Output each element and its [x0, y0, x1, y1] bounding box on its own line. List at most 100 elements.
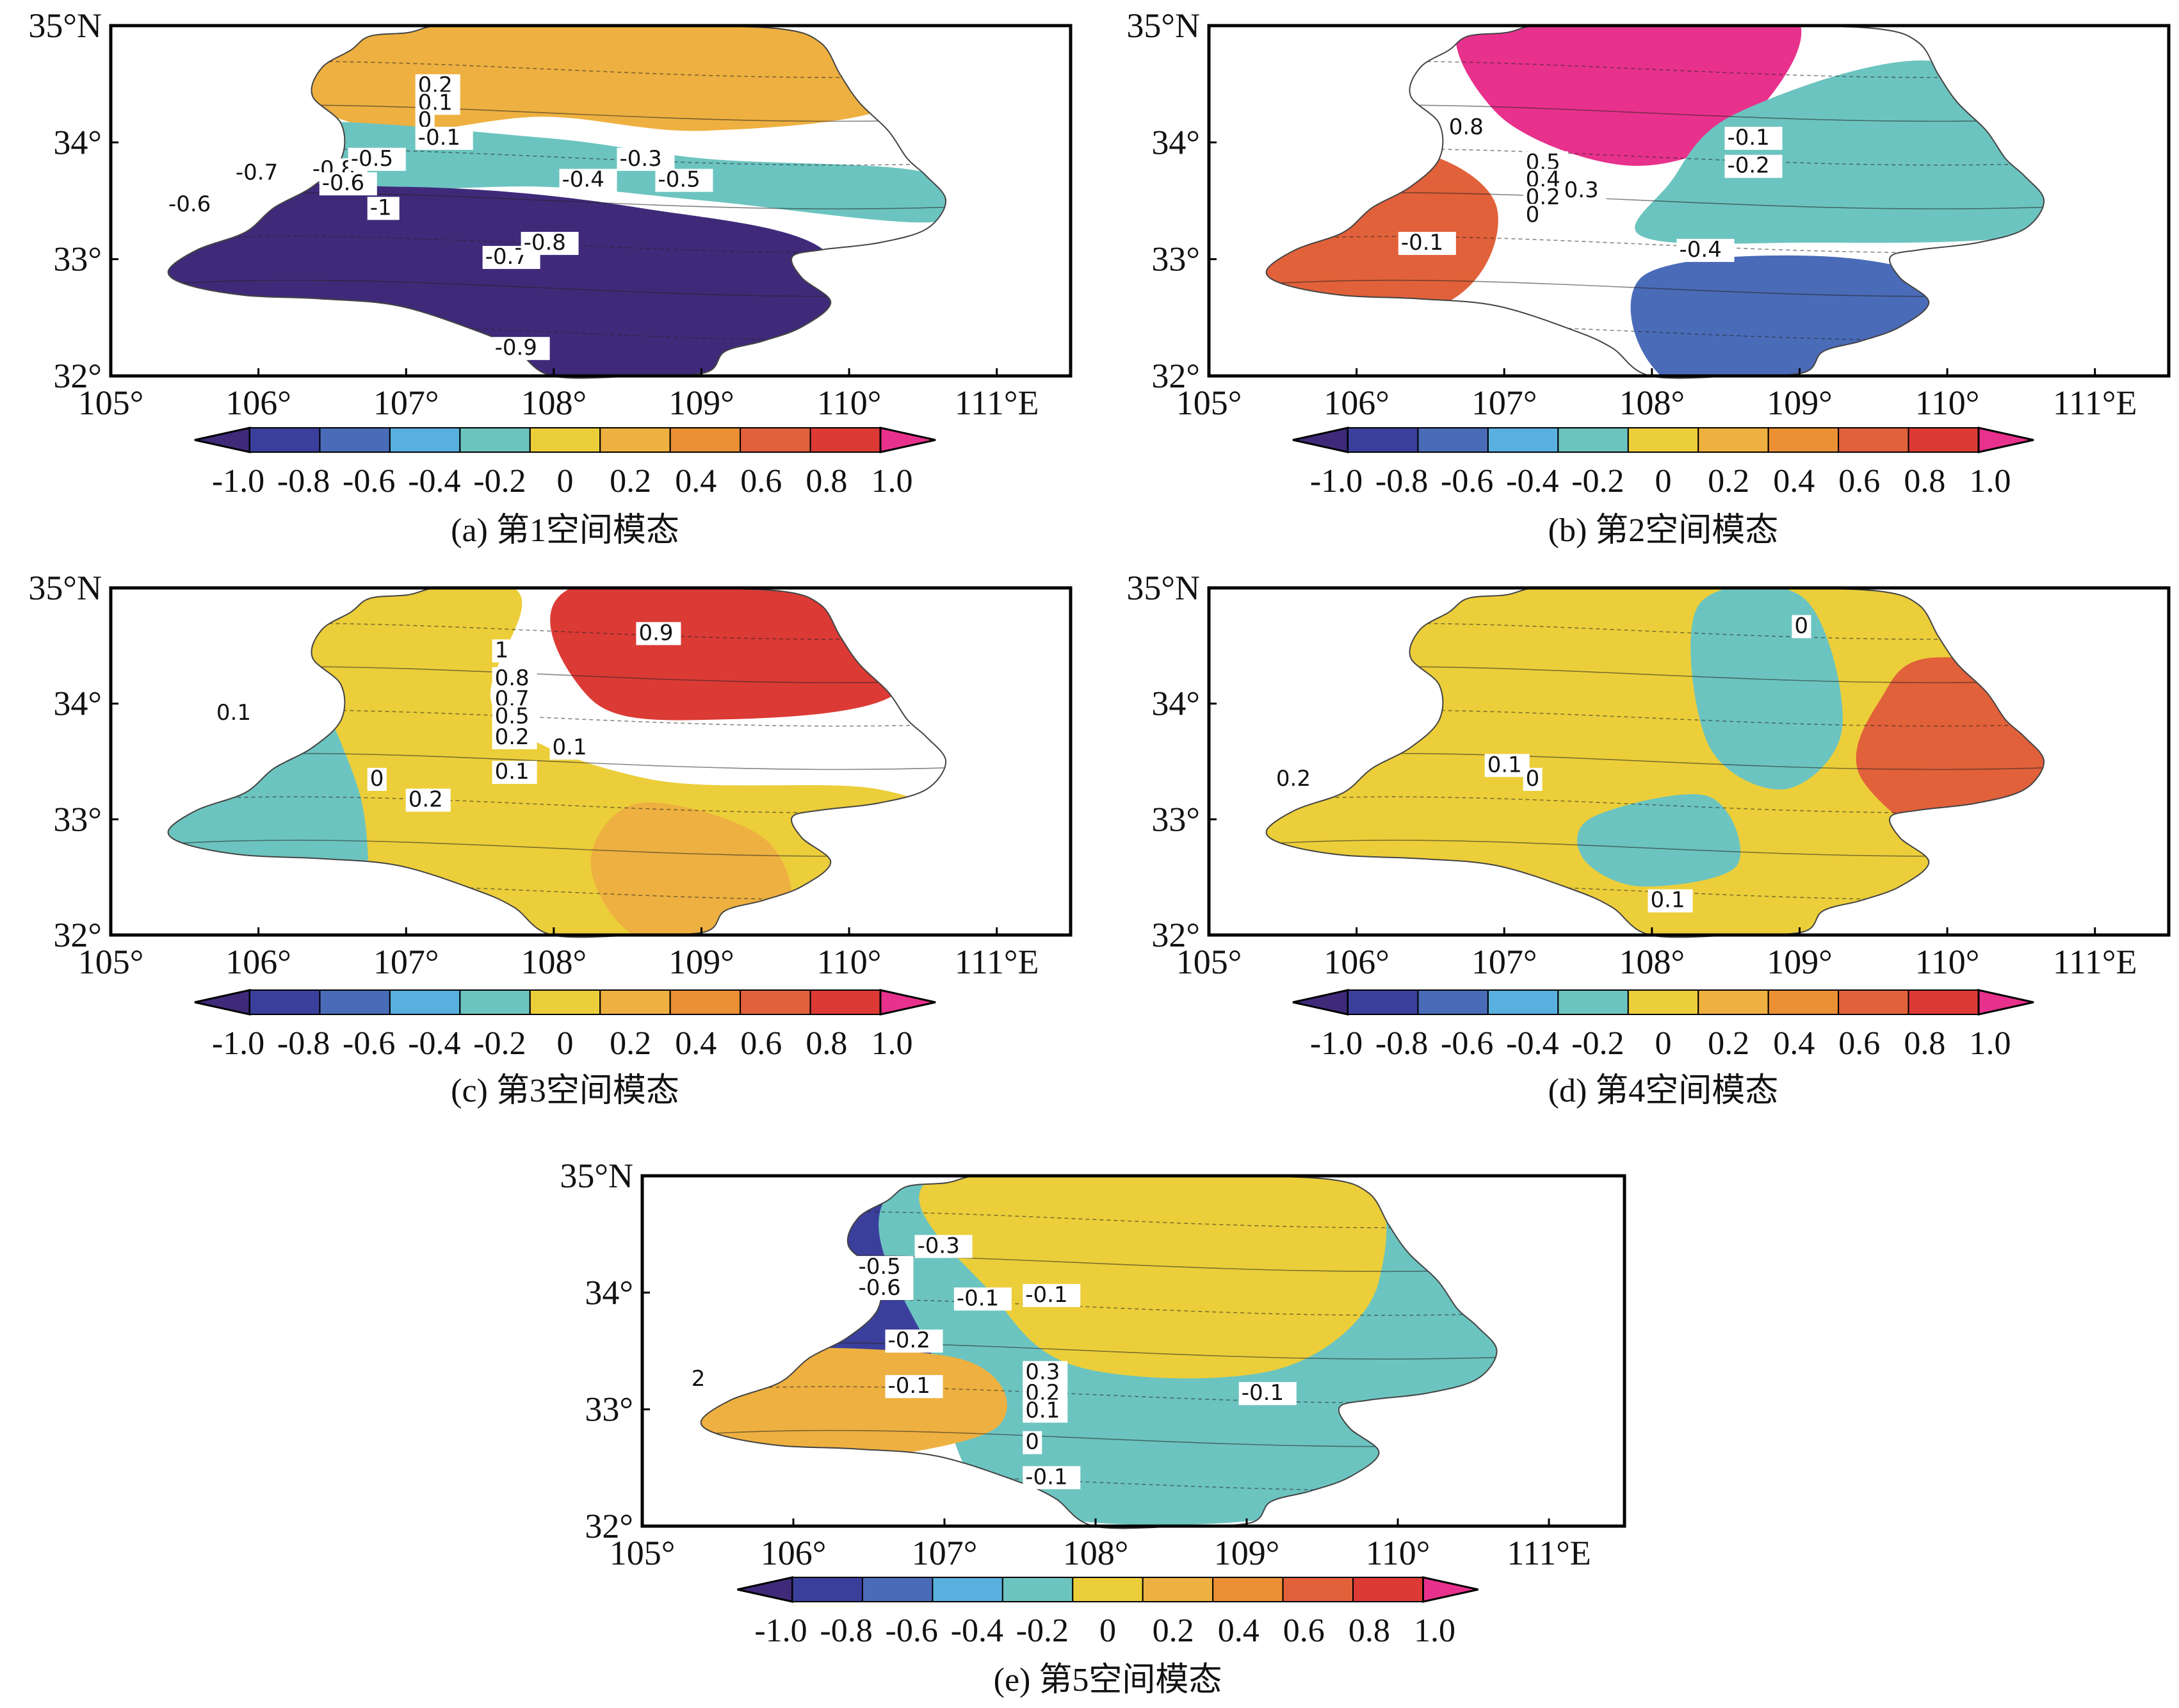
y-tick-label: 34°	[1151, 123, 1200, 161]
colorbar-tick-label: -1.0	[212, 463, 264, 500]
x-tick-label: 111°E	[955, 943, 1039, 981]
colorbar-tick-label: -0.6	[343, 463, 395, 500]
colorbar-swatch	[1908, 989, 1980, 1015]
x-tick-label: 108°	[1619, 943, 1685, 981]
map-b: 0.80.50.40.200.3-0.1-0.1-0.2-0.4	[1265, 24, 2045, 379]
contour-label: 0.1	[1651, 888, 1685, 913]
contour-label: 0.1	[1487, 752, 1522, 777]
x-tick-label: 110°	[817, 943, 882, 981]
contour-label: 0	[1526, 202, 1540, 227]
x-tick-label: 109°	[1767, 943, 1833, 981]
contour-label: -0.1	[418, 125, 460, 150]
colorbar-swatch	[861, 1577, 934, 1602]
colorbar-swatch	[1417, 427, 1489, 453]
colorbar-swatch	[249, 427, 321, 453]
contour-label-bg	[549, 736, 595, 760]
x-tick-label: 107°	[373, 943, 439, 981]
contour-label: -0.2	[1727, 153, 1769, 179]
contour-label-bg	[213, 701, 259, 725]
colorbar-tick-label: -0.2	[473, 463, 526, 500]
colorbar-tick-label: 0.8	[1904, 1025, 1945, 1062]
province-outline	[1265, 587, 2045, 938]
colorbar-swatch	[1557, 427, 1629, 453]
contour-label: -0.7	[236, 160, 278, 186]
y-tick-label: 32°	[1151, 916, 1200, 954]
colorbar-tick-label: 0.6	[1283, 1613, 1325, 1649]
colorbar-swatch	[1212, 1577, 1284, 1602]
colorbar-swatch	[1697, 427, 1769, 453]
contour-label-bg	[617, 147, 675, 171]
x-tick-label: 111°E	[955, 384, 1039, 422]
axes-border	[109, 586, 1073, 937]
x-tick-label: 105°	[1176, 384, 1242, 422]
colorbar-tick-label: -0.4	[951, 1613, 1003, 1649]
x-tick-label: 106°	[225, 943, 291, 981]
contour-label-bg	[953, 1287, 1012, 1311]
colorbar-min-arrow	[1292, 427, 1349, 453]
colorbar-min-arrow	[194, 989, 251, 1016]
region-east	[1856, 657, 2045, 862]
colorbar-swatch	[529, 989, 601, 1015]
y-tick-label: 35°N	[1126, 569, 1200, 607]
contour-label: 0.2	[1276, 766, 1311, 792]
colorbar-tick-label: 0.4	[675, 463, 717, 500]
y-tick-label: 32°	[53, 916, 102, 954]
x-tick-label: 105°	[1176, 943, 1242, 981]
contour-label-bg	[885, 1375, 943, 1399]
colorbar-tick-label: 1.0	[1970, 1025, 2011, 1062]
contour-label: -0.4	[562, 167, 604, 193]
colorbar-tick-label: -0.8	[820, 1613, 872, 1649]
contour-label-bg	[405, 788, 451, 812]
contour-label-bg	[855, 1276, 914, 1300]
contour-label-bg	[1023, 1399, 1068, 1423]
contour-label-bg	[855, 1256, 914, 1280]
colorbar-swatch	[1697, 989, 1769, 1015]
x-tick-label: 106°	[225, 384, 291, 422]
contour-label-bg	[492, 726, 537, 749]
colorbar-tick-label: 0.8	[1349, 1613, 1390, 1649]
colorbar-b: -1.0 -0.8 -0.6 -0.4 -0.2 0 0.2 0.4 0.6 0.8 1.0	[1292, 427, 2034, 500]
contour-label: 0.2	[495, 724, 530, 750]
contour-label: -0.5	[351, 146, 393, 172]
colorbar-tick-label: -0.2	[1571, 463, 1624, 500]
colorbar-tick-label: 0.2	[1708, 1025, 1749, 1062]
contour-label: -0.6	[858, 1275, 900, 1301]
contour-label: -0.6	[322, 170, 364, 196]
y-tick-label: 35°N	[28, 569, 102, 607]
field-e	[701, 1175, 1497, 1525]
contour-line	[168, 796, 946, 814]
y-tick-label: 33°	[53, 800, 102, 838]
colorbar-tick-label: 0.2	[1708, 463, 1749, 500]
contour-label: 0.2	[409, 786, 443, 812]
colorbar-swatch	[1767, 427, 1840, 453]
y-tick-label: 33°	[1151, 800, 1200, 838]
x-tick-label: 108°	[521, 943, 587, 981]
contour-label: 0.9	[638, 620, 673, 646]
contour-label: -0.1	[1401, 230, 1443, 256]
colorbar-swatch	[599, 427, 671, 453]
colorbar-tick-label: -0.8	[277, 1025, 330, 1062]
colorbar-swatch	[389, 427, 461, 453]
colorbar-swatch	[459, 989, 531, 1015]
x-tick-label: 107°	[1471, 943, 1537, 981]
map-d: 00.20.100.1	[1265, 587, 2045, 938]
contour-label-bg	[1724, 154, 1783, 178]
colorbar-swatch	[740, 989, 811, 1015]
colorbar-swatch	[1557, 989, 1629, 1015]
colorbar-swatch	[791, 1577, 863, 1602]
colorbar-tick-label: 0.2	[610, 463, 651, 500]
contour-label-bg	[1523, 204, 1543, 227]
region-northwest	[1266, 143, 1498, 334]
y-tick-label: 32°	[53, 357, 102, 395]
panel-c: 10.90.80.70.50.20.10.100.20.1 105° 106° 10…	[28, 569, 1073, 1109]
colorbar-max-arrow	[879, 427, 936, 453]
colorbar-tick-label: -1.0	[754, 1613, 807, 1649]
axes-border	[109, 24, 1073, 378]
colorbar-tick-label: -0.4	[1506, 1025, 1559, 1062]
colorbar-tick-label: 0	[1655, 463, 1672, 500]
contour-label-bg	[914, 1235, 973, 1258]
caption-e: (e) 第5空间模态	[994, 1662, 1222, 1698]
map-a: 0.20.10-0.1-0.7-0.6-0.8-0.5-0.4-0.3-0.5-…	[165, 24, 947, 379]
colorbar-tick-label: 0.8	[1904, 463, 1945, 500]
colorbar-swatch	[1627, 989, 1699, 1015]
